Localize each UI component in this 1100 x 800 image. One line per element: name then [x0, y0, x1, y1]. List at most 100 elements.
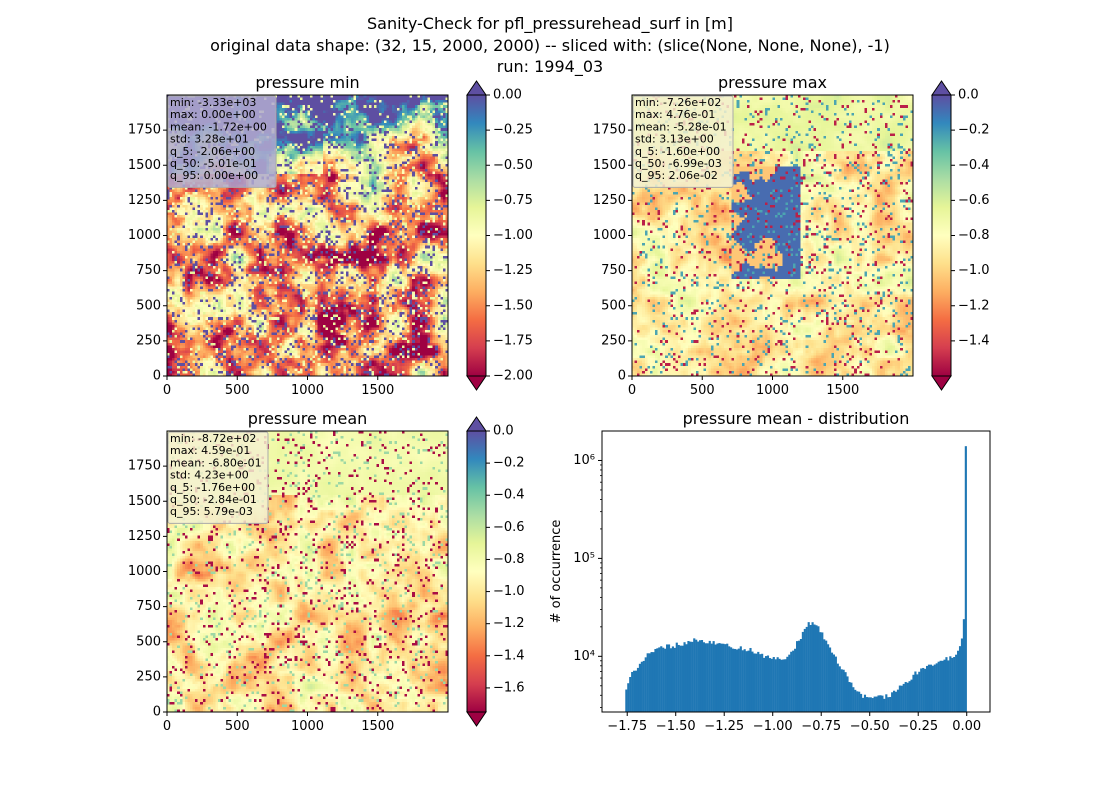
- histogram-bar: [743, 649, 746, 712]
- x-tick-label: −1.50: [656, 719, 696, 734]
- stats-line: min: -7.26e+02: [635, 96, 721, 109]
- axes-frame: [601, 430, 991, 713]
- histogram-bar: [718, 643, 721, 712]
- histogram-bar: [867, 697, 870, 712]
- colorbar-tick-label: −0.8: [493, 552, 525, 567]
- histogram-bar: [751, 651, 754, 712]
- histogram-bar: [945, 657, 948, 712]
- stats-box: [167, 431, 269, 524]
- stats-line: q_95: 2.06e-02: [635, 169, 718, 182]
- y-tick-label: 1250: [128, 193, 161, 208]
- histogram-bar: [687, 641, 690, 712]
- histogram-bar: [947, 660, 950, 712]
- y-tick-label: 750: [136, 599, 161, 614]
- histogram-bar: [650, 652, 653, 712]
- x-tick-label: −1.75: [607, 719, 647, 734]
- stats-box: [167, 95, 277, 188]
- histogram-bar: [776, 657, 779, 712]
- y-tick-label: 500: [136, 634, 161, 649]
- histogram-bar: [861, 697, 865, 712]
- histogram-bar: [801, 631, 804, 712]
- colorbar-tick-label: −0.2: [958, 123, 990, 138]
- histogram-bar: [691, 641, 694, 712]
- stats-line: q_95: 0.00e+00: [170, 169, 258, 182]
- y-tick-label: 1500: [128, 158, 161, 173]
- histogram-bar: [677, 644, 680, 712]
- colorbar-extend-min-arrow: [466, 375, 487, 391]
- histogram-bar: [908, 681, 911, 712]
- histogram-bar: [646, 653, 649, 712]
- panel-title: pressure mean - distribution: [683, 409, 910, 428]
- histogram-bar: [654, 648, 657, 712]
- histogram-bar: [749, 647, 752, 712]
- histogram-bar: [652, 652, 655, 712]
- histogram-bar: [788, 654, 791, 712]
- y-tick-label: 1250: [128, 529, 161, 544]
- histogram-bar: [737, 648, 740, 712]
- histogram-bar: [825, 640, 828, 712]
- histogram-bar: [840, 669, 843, 712]
- histogram-bar: [912, 674, 915, 712]
- histogram-bar: [786, 656, 789, 712]
- x-tick-label: 1000: [756, 383, 789, 398]
- colorbar-tick-label: −1.75: [493, 333, 533, 348]
- stats-line: std: 3.28e+01: [170, 133, 249, 146]
- panel-pressure-max: pressure max 0 500 1000 1500 0 250 500 750 1000 12…: [593, 73, 990, 398]
- histogram-bar: [927, 664, 931, 712]
- histogram-bar: [675, 642, 678, 712]
- stats-box: [632, 95, 734, 188]
- colorbar-tick-label: −1.2: [493, 616, 525, 631]
- stats-line: max: 4.59e-01: [170, 444, 250, 457]
- x-tick-label: −1.00: [753, 719, 793, 734]
- histogram-bar: [712, 641, 715, 712]
- histogram-bar: [685, 644, 688, 712]
- histogram-bar: [906, 682, 909, 712]
- histogram-bar: [764, 656, 768, 712]
- histogram-bar: [848, 682, 851, 712]
- histogram-bar: [860, 693, 863, 712]
- histogram-bar: [689, 641, 692, 712]
- histogram-bar: [666, 644, 669, 712]
- y-tick-label: 1750: [128, 123, 161, 138]
- colorbar-tick-label: −1.4: [958, 333, 990, 348]
- histogram-bar: [702, 642, 706, 712]
- histogram-bar: [958, 646, 962, 712]
- panel-pressure-min: pressure min 0 500 1000 1500 0 250 500 750 1000 12…: [128, 73, 533, 398]
- histogram-bar: [939, 660, 942, 712]
- colorbar-tick-label: −0.75: [493, 193, 533, 208]
- histogram-bar: [863, 694, 867, 712]
- x-tick-label: −0.25: [898, 719, 938, 734]
- histogram-bar: [638, 663, 641, 712]
- histogram-bar: [817, 626, 820, 712]
- histogram-bar: [962, 619, 965, 712]
- histogram-bar: [741, 650, 744, 712]
- histogram-bar: [900, 685, 903, 712]
- histogram-bar: [813, 624, 816, 712]
- histogram-bar: [935, 663, 938, 712]
- colorbar-tick-label: −0.50: [493, 158, 533, 173]
- colorbar: [466, 430, 487, 713]
- colorbar-extend-max-arrow: [931, 80, 952, 96]
- x-tick-label: 0: [163, 719, 171, 734]
- suptitle-line-3: run: 1994_03: [497, 57, 603, 77]
- histogram-bar: [642, 660, 645, 712]
- histogram-bar: [640, 661, 643, 712]
- histogram-bar: [757, 651, 760, 712]
- histogram-bar: [898, 685, 901, 712]
- stats-line: q_5: -1.60e+00: [635, 145, 720, 158]
- histogram-bar: [933, 664, 936, 712]
- histogram-bar: [681, 645, 684, 712]
- histogram-bar: [644, 657, 647, 712]
- histogram-bar: [772, 657, 775, 712]
- histogram-bar: [724, 644, 727, 712]
- x-tick-label: 1000: [291, 719, 324, 734]
- histogram-bar: [782, 659, 785, 712]
- y-tick-label: 1750: [593, 123, 626, 138]
- histogram-bar: [809, 625, 812, 712]
- histogram-bar: [683, 642, 686, 712]
- histogram-bar: [763, 657, 766, 712]
- histogram-bars: [625, 446, 967, 712]
- colorbar-tick-label: −1.0: [958, 263, 990, 278]
- colorbar-tick-label: 0.0: [493, 424, 514, 439]
- histogram-bar: [667, 644, 671, 712]
